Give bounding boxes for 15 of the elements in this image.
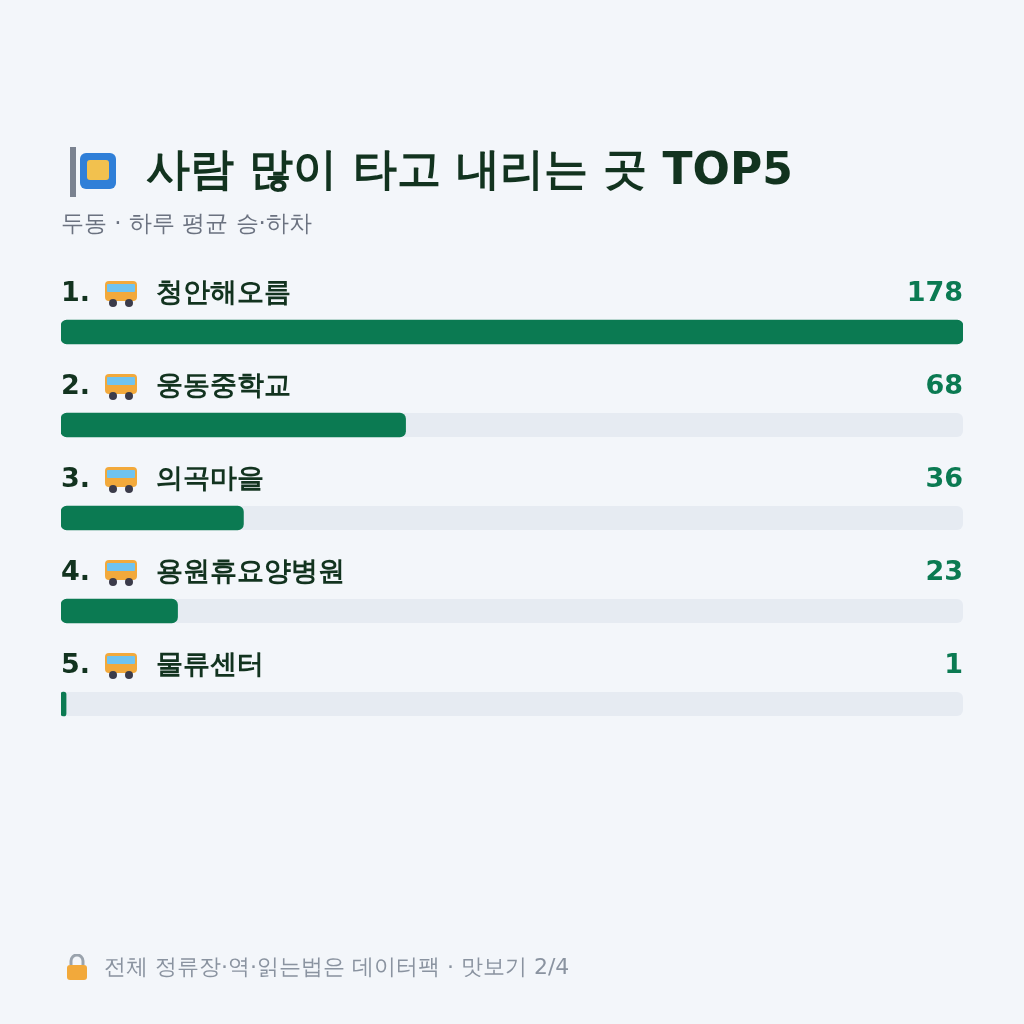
data-label: 68	[925, 369, 963, 401]
text: 전체 정류장·역·읽는법은 데이터팩 · 맛보기 2/4	[104, 953, 570, 981]
category-label: 4. 용원휴요양병원	[61, 555, 345, 587]
category-label: 2. 웅동중학교	[61, 369, 291, 401]
category-label: 5. 물류센터	[61, 648, 264, 680]
data-label: 1	[944, 648, 963, 680]
data-label: 23	[925, 555, 963, 587]
category-label: 1. 청안해오름	[61, 276, 291, 308]
category-label: 3. 의곡마을	[61, 462, 264, 494]
data-label: 36	[925, 462, 963, 494]
data-label: 178	[906, 276, 963, 308]
chart-title: 사람 많이 타고 내리는 곳 TOP5	[146, 142, 793, 196]
bar	[61, 598, 178, 624]
chart-subtitle: 두동 · 하루 평균 승·하차	[61, 209, 312, 238]
bar	[61, 505, 244, 531]
